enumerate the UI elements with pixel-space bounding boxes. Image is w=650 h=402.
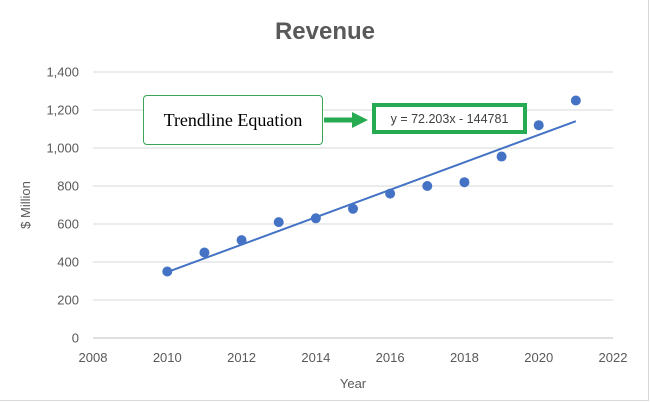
trendline-equation-box: y = 72.203x - 144781 [372, 103, 527, 134]
x-tick-label: 2012 [227, 350, 256, 365]
data-point [199, 247, 210, 258]
y-axis-label: $ Million [18, 181, 33, 229]
x-tick-label: 2016 [376, 350, 405, 365]
callout-arrow-head [352, 112, 368, 128]
y-tick-label: 1,200 [46, 103, 79, 118]
data-point [459, 177, 470, 188]
x-axis-ticks: 2008 2010 2012 2014 2016 2018 2020 2022 [79, 350, 628, 365]
x-axis-label: Year [340, 376, 367, 391]
y-tick-label: 1,400 [46, 65, 79, 80]
y-axis-ticks: 0 200 400 600 800 1,000 1,200 1,400 [46, 65, 79, 346]
y-tick-label: 400 [57, 255, 79, 270]
data-point [533, 120, 544, 131]
data-point [385, 188, 396, 199]
trendline-layer [166, 120, 577, 274]
x-tick-label: 2022 [599, 350, 628, 365]
data-point [348, 203, 358, 214]
x-tick-label: 2010 [153, 350, 182, 365]
trendline [166, 120, 577, 274]
trendline-equation: y = 72.203x - 144781 [390, 111, 509, 126]
y-tick-label: 200 [57, 293, 79, 308]
callout-arrow-layer [324, 112, 368, 128]
trendline-callout-label: Trendline Equation [163, 109, 303, 130]
x-tick-label: 2020 [524, 350, 553, 365]
data-points [162, 95, 581, 277]
x-tick-label: 2008 [79, 350, 108, 365]
data-point [310, 213, 321, 224]
data-point [273, 217, 284, 228]
data-point [570, 95, 581, 106]
y-tick-label: 1,000 [46, 141, 79, 156]
y-tick-label: 800 [57, 179, 79, 194]
y-tick-label: 600 [57, 217, 79, 232]
data-point [236, 235, 247, 246]
trendline-callout: Trendline Equation [143, 95, 323, 145]
y-tick-label: 0 [72, 331, 79, 346]
x-tick-label: 2018 [450, 350, 479, 365]
chart-title: Revenue [274, 18, 376, 45]
x-tick-label: 2014 [301, 350, 330, 365]
data-point [162, 266, 173, 277]
data-point [496, 151, 507, 162]
data-point [422, 181, 433, 191]
